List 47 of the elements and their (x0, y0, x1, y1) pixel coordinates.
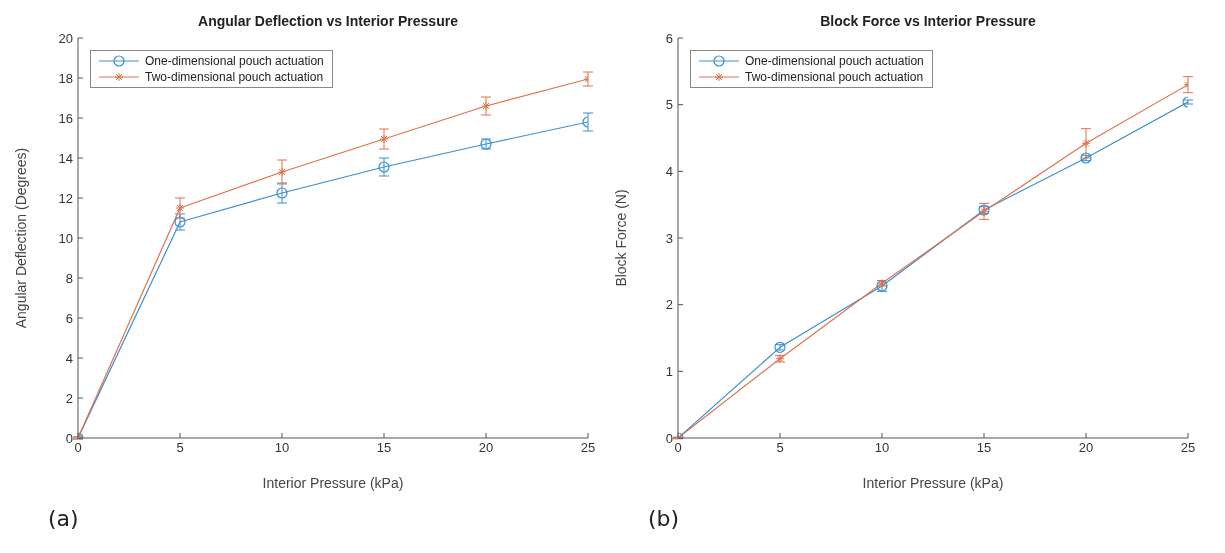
legend-label: Two-dimensional pouch actuation (145, 69, 324, 85)
x-tick-label: 10 (874, 440, 890, 456)
y-tick-label: 2 (665, 297, 673, 313)
legend-label: One-dimensional pouch actuation (745, 53, 924, 69)
text: (a) (48, 506, 79, 531)
point (378, 161, 390, 173)
y-tick-label: 2 (65, 390, 73, 406)
x-axis-title: Interior Pressure (kPa) (862, 475, 1004, 491)
y-tick-label: 4 (665, 163, 673, 179)
y-tick-label: 6 (65, 310, 73, 326)
y-tick-label: 0 (65, 430, 73, 446)
y-tick-label: 1 (665, 363, 673, 379)
y-tick-label: 5 (665, 97, 673, 113)
chart-title: Block Force vs Interior Pressure (820, 13, 1036, 29)
y-tick-label: 4 (65, 350, 73, 366)
y-tick-label: 6 (665, 30, 673, 46)
y-tick-label: 10 (58, 230, 73, 246)
point (276, 187, 288, 199)
point (379, 134, 389, 144)
x-tick-label: 25 (1180, 440, 1196, 456)
y-tick-label: 16 (58, 110, 73, 126)
y-axis-title: Angular Deflection (Degrees) (12, 147, 29, 329)
x-tick-label: 20 (1078, 440, 1094, 456)
point (175, 203, 185, 213)
y-axis-title: Block Force (N) (612, 189, 629, 287)
y-tick-label: 3 (665, 230, 673, 246)
legend-label: One-dimensional pouch actuation (145, 53, 324, 69)
text: (b) (648, 506, 680, 531)
x-axis-title: Interior Pressure (kPa) (262, 475, 404, 491)
x-tick-label: 10 (274, 440, 290, 456)
y-tick-label: 14 (58, 150, 73, 166)
y-tick-label: 0 (665, 430, 673, 446)
point (481, 101, 491, 111)
y-tick-label: 20 (58, 30, 73, 46)
y-tick-label: 12 (58, 190, 73, 206)
point (1081, 138, 1091, 148)
point (277, 167, 287, 177)
x-tick-label: 15 (976, 440, 992, 456)
chart-title: Angular Deflection vs Interior Pressure (198, 13, 459, 29)
x-tick-label: 5 (176, 440, 184, 456)
x-tick-label: 15 (376, 440, 392, 456)
x-tick-label: 5 (776, 440, 784, 456)
x-tick-label: 25 (580, 440, 596, 456)
legend-label: Two-dimensional pouch actuation (745, 69, 924, 85)
x-tick-label: 20 (478, 440, 494, 456)
y-tick-label: 8 (65, 270, 73, 286)
y-tick-label: 18 (58, 70, 73, 86)
